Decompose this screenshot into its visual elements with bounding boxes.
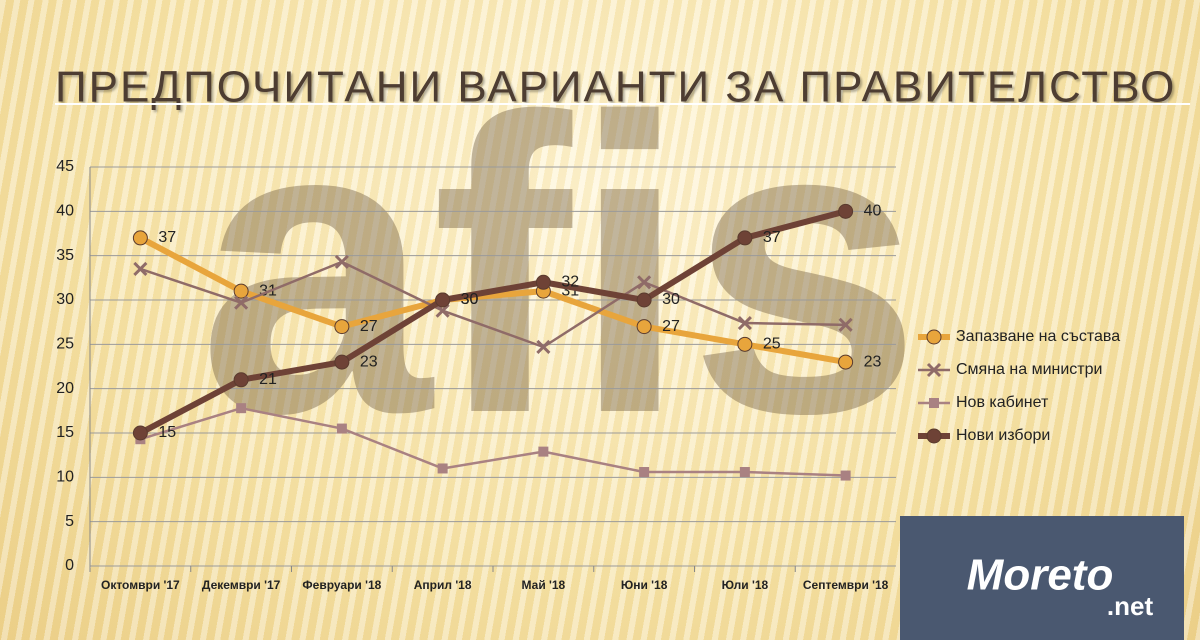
point: [637, 275, 652, 290]
legend-label: Запазване на състава: [956, 328, 1120, 345]
point: [234, 295, 249, 310]
point: [233, 372, 249, 388]
point: [233, 283, 249, 299]
data-label: 23: [360, 353, 378, 370]
data-label: 40: [864, 203, 882, 220]
data-label: 15: [158, 424, 176, 441]
data-label: 37: [763, 229, 781, 246]
point: [536, 339, 551, 355]
data-label: 37: [158, 229, 176, 246]
point: [535, 274, 551, 290]
point: [929, 398, 939, 408]
data-label: 32: [561, 273, 579, 290]
point: [636, 292, 652, 308]
legend-label: Смяна на министри: [956, 361, 1102, 378]
legend-label: Нови избори: [956, 427, 1050, 444]
data-label: 21: [259, 371, 277, 388]
data-label: 25: [763, 336, 781, 353]
point: [737, 336, 753, 352]
y-tick-label: 35: [56, 247, 74, 264]
data-label: 27: [360, 318, 378, 335]
point: [737, 230, 753, 246]
logo-box: [900, 516, 1184, 640]
x-tick-label: Май '18: [522, 578, 566, 592]
legend-label: Нов кабинет: [956, 394, 1049, 411]
point: [336, 423, 347, 434]
point: [437, 463, 448, 474]
point: [926, 362, 942, 378]
point: [737, 315, 752, 331]
point: [838, 354, 854, 370]
y-tick-label: 40: [56, 203, 74, 220]
point: [132, 230, 148, 246]
x-tick-label: Юли '18: [722, 578, 769, 592]
series-line: [140, 406, 846, 477]
data-label: 23: [864, 353, 882, 370]
x-tick-label: Април '18: [414, 578, 472, 592]
point: [838, 203, 854, 219]
x-tick-label: Декември '17: [202, 578, 281, 592]
point: [639, 467, 650, 478]
x-tick-label: Октомври '17: [101, 578, 180, 592]
point: [636, 319, 652, 335]
y-tick-label: 30: [56, 291, 74, 308]
point: [334, 354, 350, 370]
x-tick-label: Септември '18: [803, 578, 889, 592]
y-tick-label: 15: [56, 424, 74, 441]
point: [334, 319, 350, 335]
point: [435, 303, 450, 318]
point: [334, 254, 349, 269]
logo: Moreto: [967, 551, 1114, 600]
point: [236, 403, 247, 414]
point: [838, 317, 853, 332]
data-label: 30: [662, 291, 680, 308]
y-tick-label: 0: [65, 557, 74, 574]
point: [739, 467, 750, 478]
watermark: afis: [198, 32, 922, 501]
data-label: 30: [461, 291, 479, 308]
logo-suffix: .net: [1107, 591, 1154, 621]
y-tick-label: 45: [56, 158, 74, 175]
y-tick-label: 5: [65, 513, 74, 530]
point: [132, 425, 148, 441]
x-tick-label: Февруари '18: [302, 578, 381, 592]
point: [538, 446, 549, 457]
point: [133, 261, 148, 277]
point: [926, 329, 942, 345]
data-label: 27: [662, 318, 680, 335]
point: [435, 292, 451, 308]
y-tick-label: 25: [56, 336, 74, 353]
point: [840, 470, 851, 481]
point: [926, 428, 942, 444]
y-tick-label: 10: [56, 469, 74, 486]
x-tick-label: Юни '18: [621, 578, 668, 592]
y-tick-label: 20: [56, 380, 74, 397]
series-line: [139, 260, 846, 349]
series-line: [138, 208, 847, 436]
